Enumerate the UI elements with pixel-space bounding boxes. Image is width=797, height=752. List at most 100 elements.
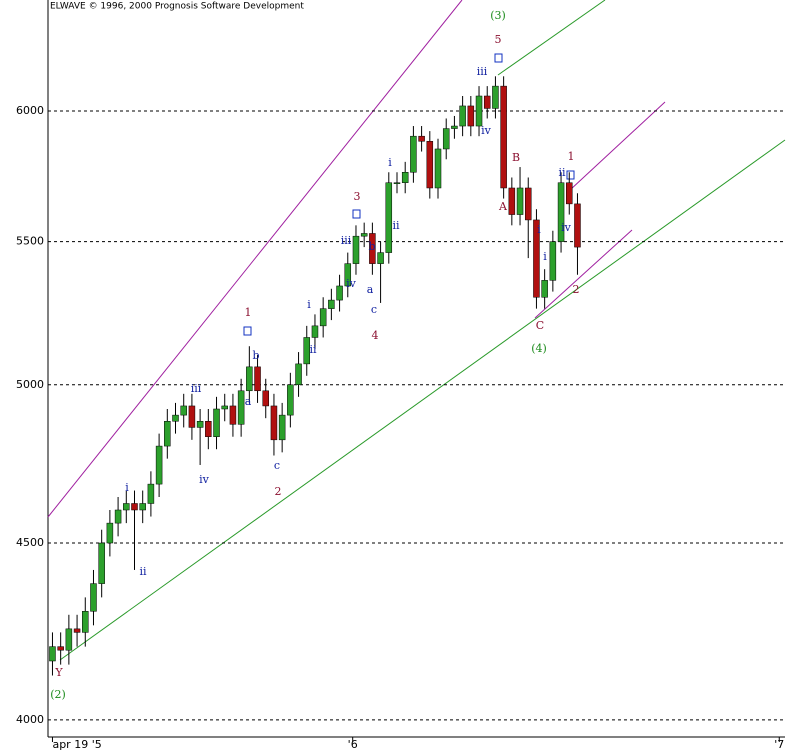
candle-body — [508, 187, 516, 215]
x-tick-label: '6 — [348, 738, 358, 751]
candle-body — [65, 628, 73, 651]
candle-body — [401, 172, 409, 183]
y-tick-label: 4000 — [16, 713, 44, 726]
candle-body — [426, 141, 434, 189]
markers — [243, 53, 575, 336]
candle-body — [516, 187, 524, 215]
candle-body — [467, 105, 475, 127]
wave-label: iii — [477, 65, 488, 78]
candle-body — [147, 483, 155, 504]
candle-body — [139, 503, 146, 511]
candle-body — [123, 503, 130, 511]
wave-label: i — [125, 481, 129, 494]
wave-label: B — [512, 151, 520, 164]
candle-body — [155, 445, 163, 485]
candle-body — [451, 125, 458, 129]
candle-body — [213, 408, 220, 437]
candle-body — [221, 405, 228, 410]
candle-body — [278, 414, 286, 441]
wave-label: iii — [341, 234, 352, 247]
wave-label: ii — [139, 565, 147, 578]
wave-label: b — [368, 240, 375, 253]
candle-body — [246, 366, 253, 392]
candle-body — [533, 219, 540, 298]
candle-body — [459, 105, 466, 127]
candle-body — [188, 405, 196, 428]
candle-body — [49, 646, 56, 662]
wave-label: iii — [191, 382, 202, 395]
wave-label: iv — [346, 277, 357, 290]
wave-label: c — [274, 459, 280, 472]
wave-label: i — [388, 156, 392, 169]
candle-body — [287, 384, 294, 416]
candle-body — [172, 414, 179, 422]
candle-body — [131, 503, 138, 511]
wave-label: c — [371, 303, 377, 316]
wave-label: i — [307, 298, 311, 311]
marker — [352, 209, 361, 219]
candle-body — [311, 325, 319, 338]
candle-body — [418, 135, 425, 142]
candle-body — [319, 308, 327, 327]
wave-label: iv — [199, 473, 210, 486]
wave-label: 1 — [568, 150, 575, 163]
wave-label: a — [245, 395, 252, 408]
candle-body — [574, 203, 581, 248]
candle-body — [377, 252, 384, 264]
candle-body — [344, 263, 352, 287]
y-tick-label: 4500 — [16, 536, 44, 549]
wave-label: ii — [392, 219, 400, 232]
wave-label: a — [367, 283, 374, 296]
candle-body — [410, 135, 417, 173]
marker — [566, 170, 575, 180]
x-tick-label: '7 — [774, 738, 784, 751]
candle-body — [385, 182, 393, 253]
y-tick-label: 6000 — [16, 104, 44, 117]
candle-body — [541, 280, 548, 298]
wave-label: ii — [558, 166, 566, 179]
wave-label: (3) — [490, 9, 506, 22]
candle-body — [352, 235, 360, 264]
candle-body — [82, 611, 89, 633]
wave-label: 2 — [573, 283, 580, 296]
candle-body — [434, 148, 442, 189]
candle-body — [205, 421, 212, 437]
channel-line — [47, 0, 463, 518]
candle-body — [237, 390, 245, 425]
wave-label: i — [543, 250, 547, 263]
candle-body — [566, 182, 573, 205]
channel-line — [497, 0, 606, 76]
channel-line — [59, 139, 786, 661]
y-tick-label: 5000 — [16, 378, 44, 391]
candle-body — [270, 405, 278, 441]
wave-label: (2) — [50, 688, 66, 701]
channel-line — [569, 101, 666, 191]
candle-body — [164, 421, 171, 447]
wave-label: iv — [481, 124, 492, 137]
wave-label: b — [252, 349, 259, 362]
candle-body — [475, 95, 483, 127]
y-tick-label: 5500 — [16, 235, 44, 248]
candle-body — [369, 233, 376, 264]
candle-body — [98, 542, 105, 584]
candle-body — [106, 522, 114, 544]
wave-label: C — [536, 319, 544, 332]
wave-label: 4 — [372, 329, 379, 342]
candle-body — [303, 337, 311, 365]
candle-body — [557, 182, 565, 242]
channel-line — [534, 229, 633, 319]
candle-body — [492, 85, 499, 109]
wave-label: 1 — [245, 306, 252, 319]
candle-body — [180, 405, 187, 416]
wave-label: i — [537, 223, 541, 236]
candle-body — [483, 95, 491, 109]
wave-label: Y — [54, 666, 63, 679]
candle-body — [442, 128, 450, 150]
candle-body — [57, 646, 64, 651]
trend-lines — [47, 0, 786, 661]
wave-label: 3 — [354, 190, 361, 203]
candle-body — [262, 390, 269, 407]
candle-body — [500, 85, 507, 189]
header: ELWAVE © 1996, 2000 Prognosis Software D… — [50, 2, 304, 12]
